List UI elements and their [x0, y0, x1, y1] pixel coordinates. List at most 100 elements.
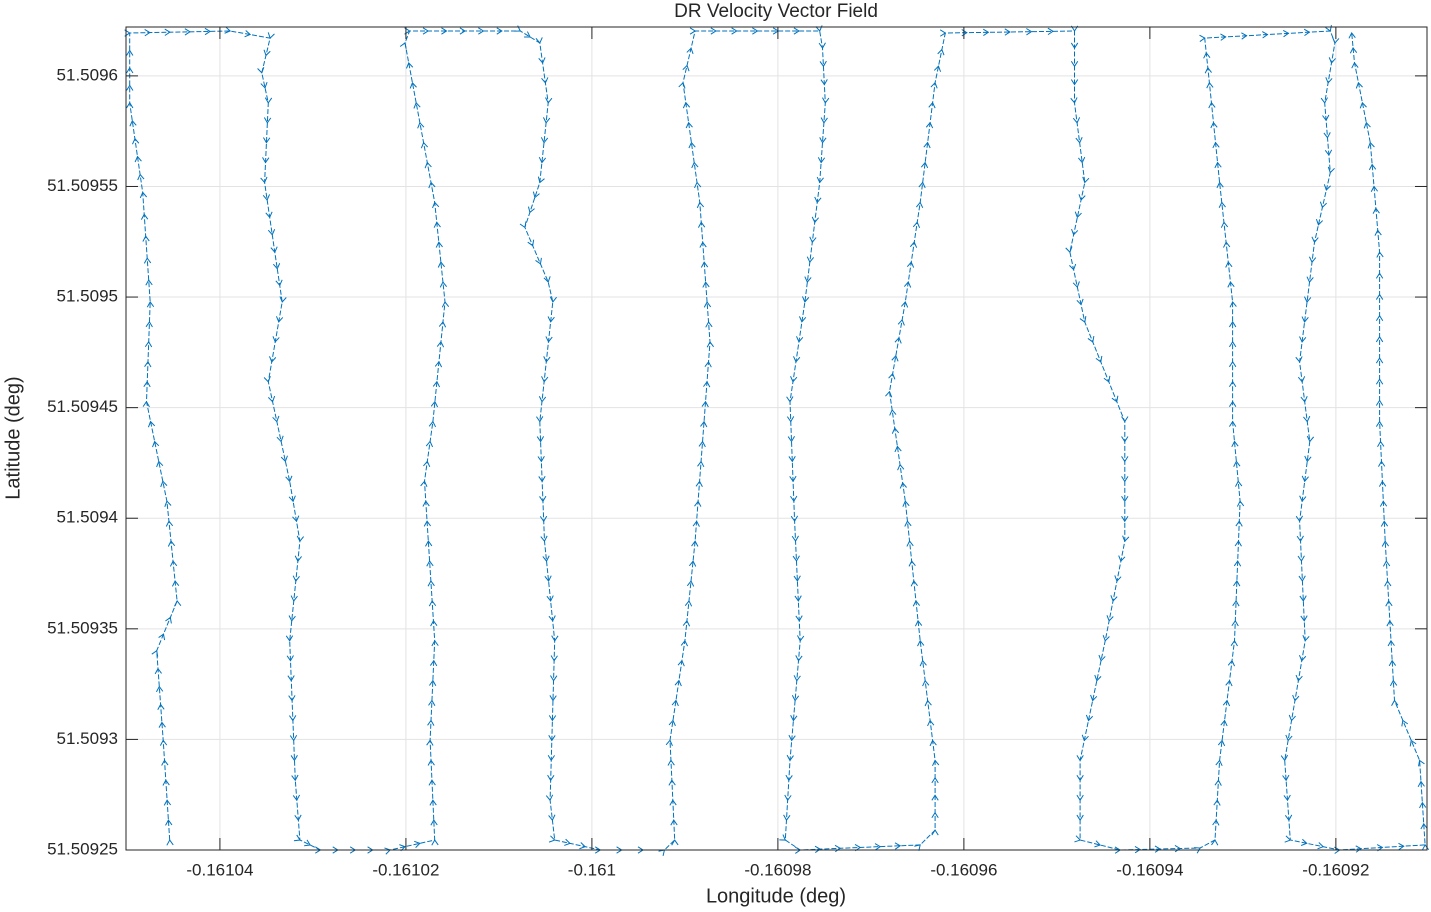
vector-arrow	[706, 341, 714, 348]
arrowhead	[1306, 276, 1314, 284]
arrowhead	[702, 281, 710, 288]
arrowhead	[888, 372, 896, 380]
arrowhead	[424, 161, 432, 169]
arrowhead	[982, 28, 990, 37]
grid	[126, 27, 1427, 851]
vector-arrow	[665, 739, 673, 746]
vector-arrow	[146, 300, 155, 308]
arrowhead	[269, 356, 277, 363]
arrowhead	[682, 619, 691, 627]
arrowhead	[434, 360, 443, 368]
arrowhead	[1213, 799, 1221, 806]
arrowhead	[697, 221, 706, 228]
arrowhead	[705, 321, 713, 328]
arrowhead	[549, 695, 557, 702]
arrowhead	[539, 515, 548, 523]
arrowhead	[1087, 335, 1095, 343]
arrowhead	[1231, 619, 1239, 627]
arrowhead	[791, 695, 800, 702]
arrowhead	[1121, 476, 1129, 483]
arrowhead	[1377, 440, 1385, 447]
vector-arrow	[1229, 300, 1237, 308]
arrowhead	[265, 211, 273, 219]
vector-arrow	[126, 101, 134, 109]
vector-arrow	[691, 540, 699, 547]
arrowhead	[1227, 281, 1235, 288]
arrowhead	[542, 555, 550, 563]
arrowhead	[1420, 822, 1428, 830]
arrowhead	[686, 47, 694, 55]
arrowhead	[1355, 81, 1363, 89]
arrowhead	[272, 336, 280, 343]
arrowhead	[427, 719, 435, 726]
arrowhead	[1301, 475, 1309, 483]
arrowhead	[262, 194, 271, 201]
arrowhead	[682, 64, 690, 72]
arrowhead	[156, 685, 164, 693]
vector-arrow	[164, 500, 172, 507]
arrowhead	[923, 141, 931, 149]
vector-arrow	[417, 121, 425, 129]
arrowhead	[1295, 674, 1303, 682]
y-axis-label: Latitude (deg)	[2, 376, 24, 499]
arrowhead	[1026, 28, 1033, 36]
arrowhead	[1069, 263, 1077, 271]
vector-arrow	[139, 191, 148, 199]
arrowhead	[430, 400, 439, 408]
vector-arrow	[1122, 535, 1130, 543]
arrowhead	[1389, 679, 1398, 687]
arrowhead	[145, 320, 153, 328]
x-tick-label: -0.161	[568, 860, 616, 879]
vector-arrow	[291, 774, 299, 782]
arrowhead	[145, 279, 153, 286]
arrowhead	[1235, 480, 1243, 487]
arrowhead	[167, 540, 176, 547]
arrowhead	[1386, 619, 1394, 627]
arrowhead	[422, 27, 430, 35]
arrowhead	[909, 241, 918, 248]
vector-arrow	[1376, 251, 1384, 258]
vector-arrow	[257, 66, 265, 74]
arrowhead	[788, 455, 796, 463]
vector-arrow	[1295, 356, 1303, 363]
arrowhead	[432, 380, 441, 388]
arrowhead	[244, 30, 252, 38]
arrowhead	[1220, 719, 1228, 727]
arrowhead	[204, 27, 211, 36]
arrowhead	[688, 141, 696, 149]
x-tick-label: -0.16092	[1302, 860, 1369, 879]
vector-arrow	[914, 844, 921, 851]
arrowhead	[429, 679, 437, 687]
arrowhead	[288, 695, 296, 702]
arrowhead	[548, 735, 556, 742]
arrowhead	[694, 181, 702, 189]
vector-arrow	[264, 97, 273, 104]
arrowhead	[430, 619, 438, 627]
arrowhead	[164, 28, 171, 36]
arrowhead	[1319, 201, 1327, 209]
arrowhead	[820, 117, 828, 124]
arrowhead	[294, 555, 302, 563]
arrowhead	[548, 814, 556, 822]
arrowhead	[276, 435, 284, 443]
vector-arrow	[1311, 236, 1319, 244]
arrowhead	[422, 500, 430, 507]
arrowhead	[425, 540, 433, 547]
arrowhead	[1110, 595, 1118, 602]
arrowhead	[547, 754, 555, 762]
arrowhead	[686, 580, 695, 587]
vector-arrow	[1211, 839, 1219, 846]
arrowhead	[428, 779, 436, 786]
arrowhead	[908, 560, 916, 567]
vector-arrow	[1230, 639, 1238, 647]
arrowhead	[752, 27, 759, 35]
arrowhead	[496, 27, 503, 35]
arrowhead	[1323, 132, 1331, 139]
arrowhead	[682, 101, 691, 109]
arrowhead	[535, 257, 542, 265]
arrowhead	[1288, 714, 1296, 722]
arrowhead	[420, 141, 429, 149]
arrowhead	[165, 520, 174, 527]
arrowhead	[160, 480, 168, 488]
arrowhead	[542, 117, 551, 124]
